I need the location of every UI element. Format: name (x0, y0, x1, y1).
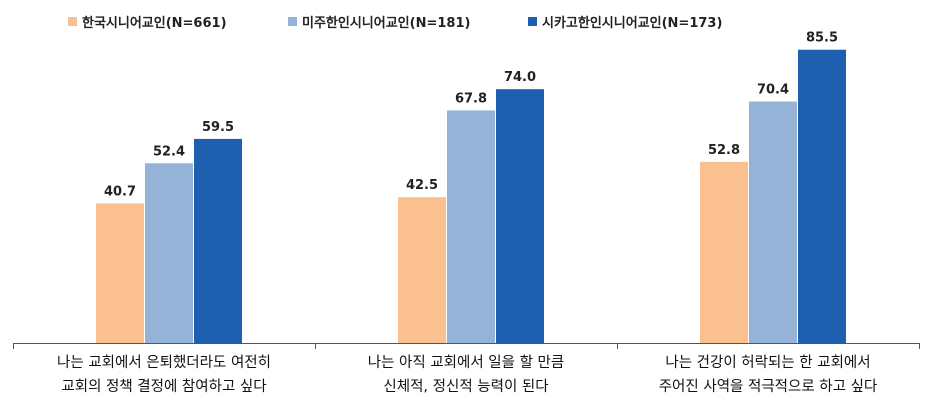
category-label-2: 나는 아직 교회에서 일을 할 만큼 신체적, 정신적 능력이 된다 (315, 351, 617, 399)
value-label-s3-c1: 59.5 (202, 120, 234, 135)
value-label-s1-c2: 42.5 (406, 178, 438, 193)
legend-label-us: 미주한인시니어교인(N=181) (302, 16, 471, 31)
category-label-3: 나는 건강이 허락되는 한 교회에서 주어진 사역을 적극적으로 하고 싶다 (617, 351, 919, 399)
bar-s1-c3 (700, 161, 748, 343)
legend-item-korea: 한국시니어교인(N=661) (68, 12, 227, 31)
category-label-1: 나는 교회에서 은퇴했더라도 여전히 교회의 정책 결정에 참여하고 싶다 (13, 351, 315, 399)
bar-s2-c1 (145, 163, 193, 343)
bar-s1-c1 (96, 203, 144, 343)
value-label-s2-c3: 70.4 (757, 83, 789, 98)
bar-s2-c3 (749, 101, 797, 343)
legend-label-korea: 한국시니어교인(N=661) (82, 16, 227, 31)
legend-swatch-us (288, 17, 297, 26)
bar-s1-c2 (398, 197, 446, 343)
value-label-s3-c2: 74.0 (504, 70, 536, 85)
legend-swatch-korea (68, 17, 77, 26)
category-label-3-line-2: 주어진 사역을 적극적으로 하고 싶다 (658, 379, 878, 395)
category-label-2-line-2: 신체적, 정신적 능력이 된다 (383, 379, 549, 395)
legend-item-chicago: 시카고한인시니어교인(N=173) (528, 12, 722, 31)
legend-label-chicago: 시카고한인시니어교인(N=173) (542, 16, 723, 31)
legend-swatch-chicago (528, 17, 537, 26)
bar-s2-c2 (447, 110, 495, 343)
value-label-s1-c1: 40.7 (104, 184, 136, 199)
legend: 한국시니어교인(N=661) 미주한인시니어교인(N=181) 시카고한인시니어… (0, 10, 946, 34)
bar-s3-c2 (496, 89, 544, 344)
legend-item-us: 미주한인시니어교인(N=181) (288, 12, 470, 31)
category-label-1-line-2: 교회의 정책 결정에 참여하고 싶다 (61, 379, 267, 395)
value-label-s3-c3: 85.5 (806, 31, 838, 46)
bar-s3-c1 (194, 138, 242, 343)
value-label-s2-c2: 67.8 (455, 91, 487, 106)
value-label-s2-c1: 52.4 (153, 144, 185, 159)
category-label-3-line-1: 나는 건강이 허락되는 한 교회에서 (665, 355, 871, 371)
category-label-1-line-1: 나는 교회에서 은퇴했더라도 여전히 (57, 355, 271, 371)
bar-s3-c3 (798, 49, 846, 344)
value-label-s1-c3: 52.8 (708, 143, 740, 158)
category-label-2-line-1: 나는 아직 교회에서 일을 할 만큼 (367, 355, 565, 371)
